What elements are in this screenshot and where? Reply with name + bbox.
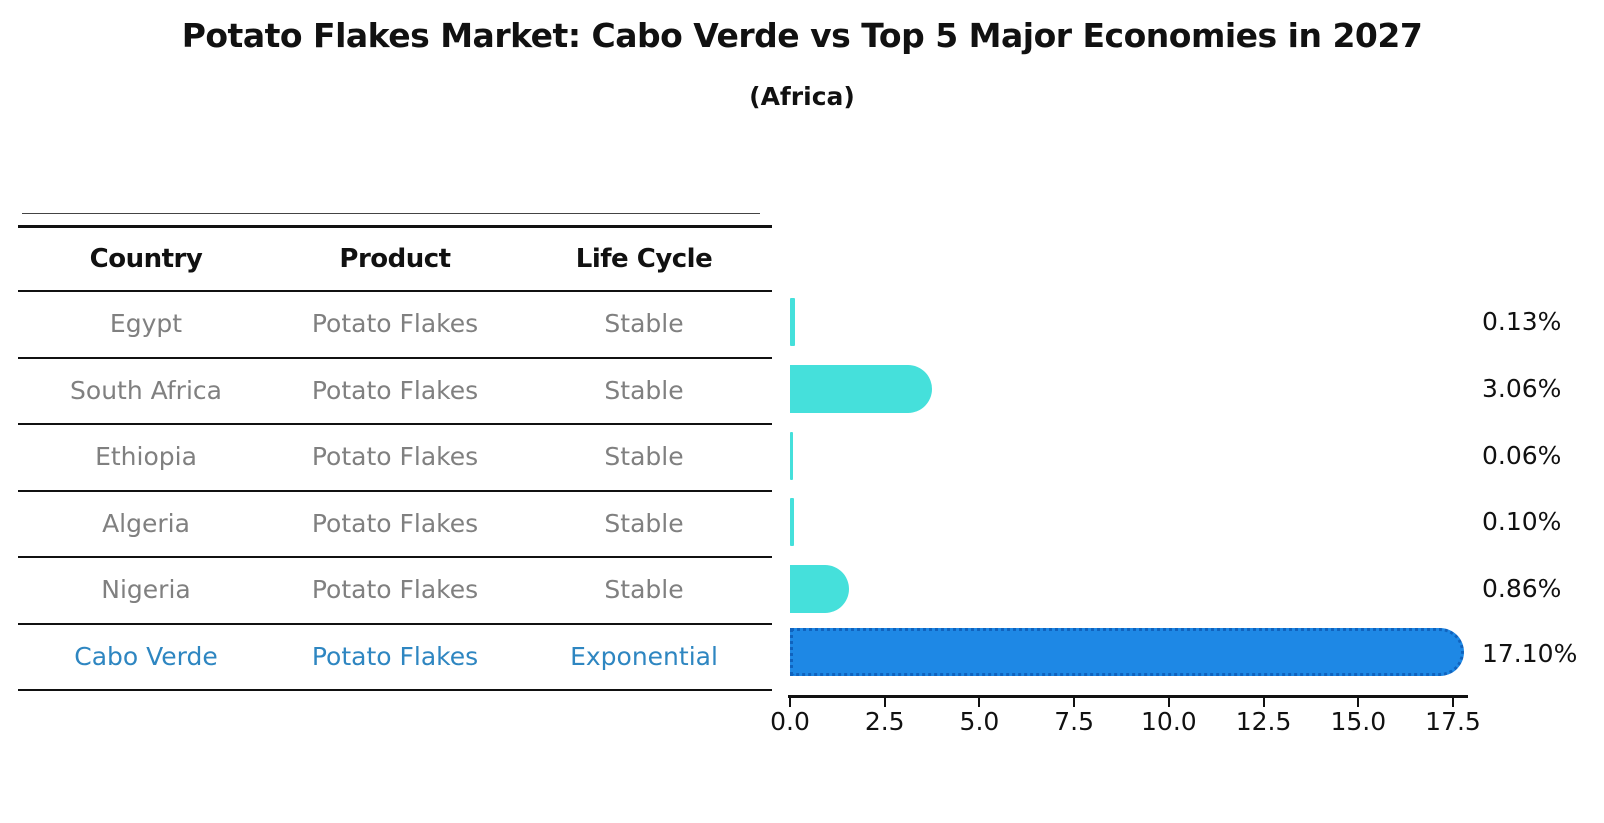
bar-value-label: 17.10% — [1482, 639, 1578, 668]
x-axis-tick — [1452, 698, 1454, 707]
x-axis-tick-label: 12.5 — [1235, 707, 1292, 736]
column-header-product: Product — [339, 244, 451, 274]
bar-cabo-verde — [790, 628, 1464, 676]
cell-country: Egypt — [109, 309, 183, 338]
x-axis-tick — [789, 698, 791, 707]
bar-value-label: 0.86% — [1482, 574, 1562, 603]
table-row-nigeria: Nigeria Potato Flakes Stable — [18, 558, 772, 625]
bar-nigeria — [790, 565, 849, 613]
table-row-ethiopia: Ethiopia Potato Flakes Stable — [18, 425, 772, 492]
bar-value-label: 0.13% — [1482, 307, 1562, 336]
table-row-algeria: Algeria Potato Flakes Stable — [18, 492, 772, 558]
table-row-cabo-verde: Cabo Verde Potato Flakes Exponential — [18, 625, 772, 691]
data-table: Country Product Life Cycle Egypt Potato … — [18, 225, 772, 691]
x-axis-tick — [1262, 698, 1265, 707]
bar-value-label: 3.06% — [1482, 374, 1562, 403]
page-title: Potato Flakes Market: Cabo Verde vs Top … — [181, 16, 1423, 55]
cell-life-cycle: Exponential — [570, 641, 718, 671]
x-axis-tick-label: 5.0 — [959, 707, 1000, 736]
x-axis-tick-label: 15.0 — [1330, 707, 1387, 736]
bar-value-label: 0.06% — [1482, 440, 1562, 470]
cell-product: Potato Flakes — [311, 508, 479, 538]
cell-country: Ethiopia — [95, 442, 197, 471]
cell-country: Nigeria — [101, 575, 191, 604]
table-header-row: Country Product Life Cycle — [18, 228, 772, 292]
cell-country: South Africa — [70, 375, 222, 405]
x-axis-tick-label: 0.0 — [770, 707, 810, 736]
bar-egypt — [790, 298, 795, 346]
x-axis-tick — [1357, 698, 1360, 707]
cell-product: Potato Flakes — [311, 309, 479, 338]
table-top-border — [22, 213, 760, 214]
cell-life-cycle: Stable — [604, 375, 684, 405]
cell-life-cycle: Stable — [604, 442, 684, 471]
x-axis-tick-label: 7.5 — [1054, 707, 1095, 736]
column-header-country: Country — [89, 244, 203, 274]
bar-ethiopia — [790, 431, 793, 480]
table-row-egypt: Egypt Potato Flakes Stable — [18, 292, 772, 359]
x-axis-tick-label: 17.5 — [1425, 707, 1481, 736]
x-axis-tick — [978, 698, 981, 707]
bar-value-label: 0.10% — [1482, 507, 1562, 536]
x-axis-tick — [1167, 698, 1170, 707]
cell-country: Cabo Verde — [74, 641, 218, 671]
bar-chart: 0.13% 3.06% 0.06% 0.10% 0.86% 17.10% 0.0… — [770, 0, 1604, 823]
page-subtitle: (Africa) — [749, 82, 855, 111]
x-axis-tick-label: 10.0 — [1141, 707, 1197, 736]
cell-life-cycle: Stable — [604, 575, 684, 604]
cell-product: Potato Flakes — [311, 575, 479, 604]
cell-product: Potato Flakes — [311, 442, 479, 471]
x-axis — [788, 695, 1468, 698]
cell-product: Potato Flakes — [311, 641, 479, 671]
cell-life-cycle: Stable — [604, 309, 684, 338]
x-axis-tick-label: 2.5 — [864, 707, 905, 736]
cell-life-cycle: Stable — [604, 508, 684, 538]
column-header-life-cycle: Life Cycle — [575, 244, 713, 274]
cell-country: Algeria — [102, 508, 190, 538]
table-row-south-africa: South Africa Potato Flakes Stable — [18, 359, 772, 425]
x-axis-tick — [1073, 698, 1076, 707]
bar-algeria — [790, 498, 794, 546]
cell-product: Potato Flakes — [311, 375, 479, 405]
bar-south-africa — [790, 365, 932, 413]
x-axis-tick — [883, 698, 886, 707]
